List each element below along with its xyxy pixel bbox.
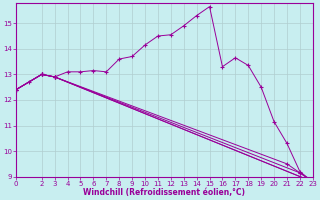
X-axis label: Windchill (Refroidissement éolien,°C): Windchill (Refroidissement éolien,°C)	[84, 188, 245, 197]
